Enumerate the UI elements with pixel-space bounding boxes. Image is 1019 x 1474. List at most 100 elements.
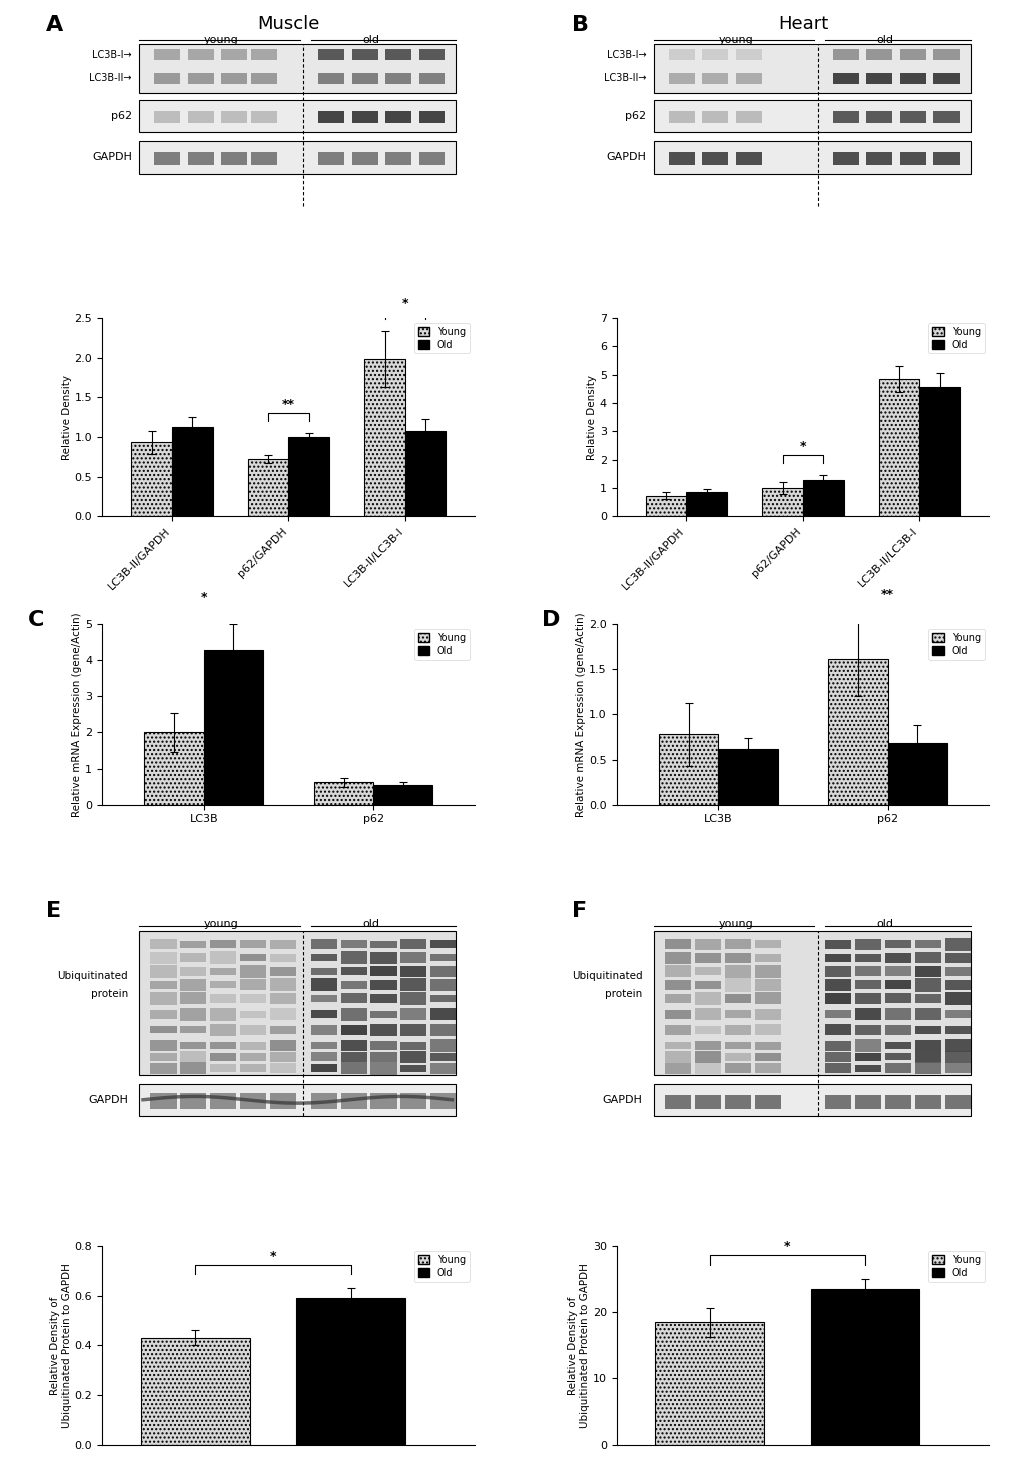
Text: **: **: [281, 398, 294, 411]
Bar: [239, 954, 266, 961]
Bar: [340, 940, 367, 948]
Bar: [340, 1063, 367, 1075]
Bar: [352, 72, 378, 84]
Bar: [340, 982, 367, 989]
Bar: [140, 44, 455, 93]
Bar: [832, 152, 858, 165]
Bar: [854, 967, 880, 976]
Bar: [884, 965, 910, 976]
Bar: [824, 1010, 851, 1019]
Bar: [735, 49, 761, 60]
Text: old: old: [875, 35, 893, 44]
Bar: [854, 939, 880, 949]
Bar: [854, 1024, 880, 1035]
Bar: [210, 982, 236, 989]
Bar: [399, 979, 426, 992]
Bar: [154, 72, 180, 84]
Text: young: young: [717, 35, 752, 44]
Text: E: E: [46, 902, 61, 921]
Bar: [932, 111, 959, 124]
Bar: [373, 784, 432, 805]
Bar: [370, 1052, 396, 1063]
Bar: [239, 940, 266, 948]
Bar: [430, 965, 455, 977]
Bar: [141, 1338, 250, 1445]
Bar: [180, 954, 206, 963]
Bar: [944, 992, 970, 1005]
Bar: [370, 1094, 396, 1108]
Bar: [702, 111, 728, 124]
Bar: [288, 436, 329, 516]
Bar: [824, 1024, 851, 1035]
Bar: [694, 1063, 720, 1073]
Bar: [311, 1064, 336, 1073]
Bar: [723, 1095, 750, 1108]
Bar: [854, 1039, 880, 1052]
Text: C: C: [28, 610, 44, 629]
Bar: [723, 1052, 750, 1061]
Bar: [854, 954, 880, 963]
Bar: [311, 1094, 336, 1108]
Bar: [180, 1063, 206, 1075]
Text: GAPDH: GAPDH: [92, 152, 131, 162]
Bar: [180, 1042, 206, 1049]
Text: Ubiquitinated: Ubiquitinated: [57, 971, 128, 980]
Bar: [914, 940, 940, 948]
Bar: [154, 111, 180, 124]
Bar: [754, 1054, 780, 1061]
Bar: [865, 72, 892, 84]
Bar: [311, 1052, 336, 1061]
Bar: [269, 1041, 296, 1051]
Text: protein: protein: [91, 989, 128, 999]
Bar: [914, 1008, 940, 1020]
Bar: [824, 979, 851, 991]
Bar: [884, 980, 910, 989]
Bar: [668, 49, 694, 60]
Text: LC3B-I→: LC3B-I→: [606, 50, 646, 60]
Bar: [269, 1051, 296, 1063]
Bar: [210, 967, 236, 974]
Bar: [405, 430, 445, 516]
Bar: [269, 992, 296, 1004]
Bar: [668, 111, 694, 124]
Bar: [239, 1042, 266, 1049]
Bar: [914, 1026, 940, 1035]
Bar: [370, 967, 396, 976]
Bar: [180, 1094, 206, 1108]
Bar: [664, 980, 691, 989]
Bar: [269, 1094, 296, 1108]
Bar: [151, 1063, 176, 1073]
Bar: [352, 49, 378, 60]
Bar: [248, 458, 288, 516]
Y-axis label: Relative Density: Relative Density: [62, 374, 71, 460]
Bar: [180, 940, 206, 948]
Bar: [430, 1054, 455, 1061]
Bar: [151, 964, 176, 979]
Bar: [694, 1051, 720, 1063]
Bar: [694, 939, 720, 949]
Bar: [370, 1042, 396, 1049]
Bar: [914, 993, 940, 1002]
Bar: [399, 952, 426, 964]
Bar: [658, 734, 717, 805]
Bar: [399, 992, 426, 1005]
Bar: [340, 1051, 367, 1063]
Bar: [340, 993, 367, 1004]
Bar: [187, 111, 214, 124]
Bar: [180, 1051, 206, 1063]
Text: protein: protein: [605, 989, 642, 999]
Bar: [131, 442, 172, 516]
Bar: [251, 152, 277, 165]
Bar: [653, 930, 970, 1075]
Bar: [824, 940, 851, 949]
Bar: [694, 980, 720, 989]
Bar: [172, 426, 213, 516]
Bar: [151, 1094, 176, 1108]
Bar: [887, 743, 946, 805]
Bar: [311, 979, 336, 992]
Bar: [914, 1051, 940, 1063]
Text: young: young: [204, 35, 238, 44]
Bar: [653, 1083, 970, 1116]
Bar: [694, 992, 720, 1005]
Bar: [239, 1064, 266, 1072]
